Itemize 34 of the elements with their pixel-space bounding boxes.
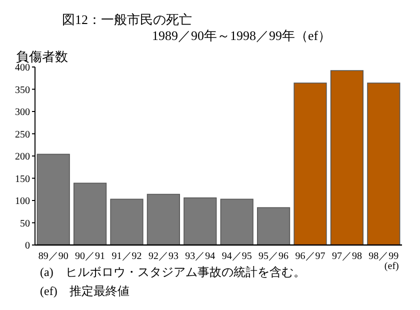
x-tick-label: 94／95: [222, 251, 252, 262]
text: (ef) 推定最終値: [40, 284, 130, 298]
x-tick-label: 95／96: [258, 251, 289, 262]
bar: [146, 194, 180, 246]
y-tick-label: 300: [15, 107, 30, 118]
y-axis-title: 負傷者数: [16, 49, 68, 64]
y-tick-label: 50: [20, 218, 30, 230]
y-tick-label: 250: [15, 129, 30, 140]
bar: [110, 198, 144, 246]
y-tick-label: 100: [15, 196, 30, 207]
bar: [330, 70, 364, 246]
x-tick-label: 96／97: [295, 251, 326, 262]
chart-title: 図12：一般市民の死亡: [62, 12, 192, 27]
y-tick-label: 150: [15, 174, 30, 185]
bar: [74, 182, 107, 246]
x-tick-label: 97／98: [332, 251, 362, 262]
y-tick-label: 0: [25, 240, 30, 252]
bar: [184, 197, 217, 246]
text: (a) ヒルボロウ・スタジアム事故の統計を含む。: [40, 265, 306, 279]
bar: [220, 198, 254, 246]
x-tick-label: 89／90: [38, 251, 68, 262]
x-tick-label: 91／92: [112, 251, 142, 262]
y-tick-label: 400: [15, 62, 30, 74]
x-tick-label: 93／94: [185, 251, 216, 262]
x-tick-label: 90／91: [75, 251, 106, 262]
bar: [257, 207, 290, 246]
chart-subtitle: 1989／90年～1998／99年（ef）: [152, 28, 332, 43]
x-tick-label: 98／99 (ef): [368, 251, 399, 272]
bar: [36, 154, 70, 246]
y-tick-label: 200: [15, 152, 30, 162]
bar: [294, 82, 327, 246]
y-tick-label: 350: [15, 84, 30, 96]
bar: [367, 82, 400, 246]
x-tick-label: 92／93: [148, 251, 178, 262]
